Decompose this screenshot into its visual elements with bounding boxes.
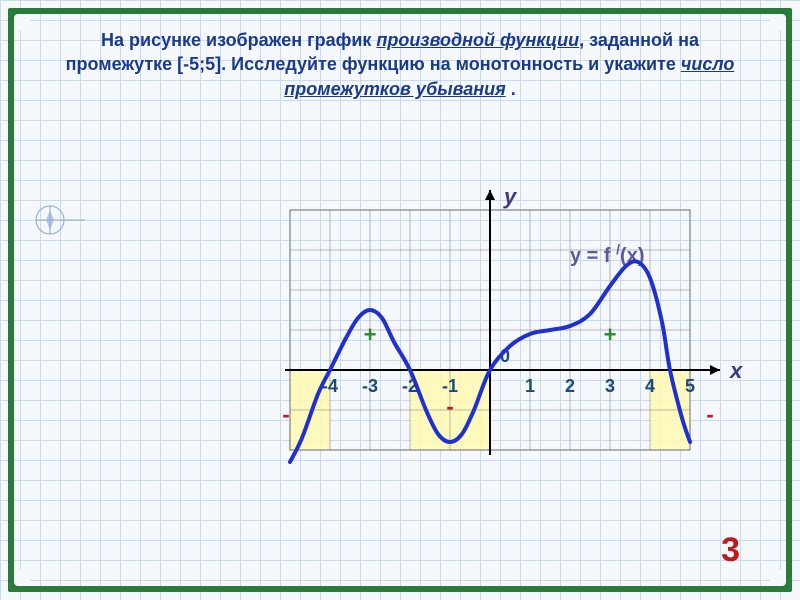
- problem-title: На рисунке изображен график производной …: [60, 28, 740, 101]
- compass-icon: [30, 200, 90, 240]
- svg-text:+: +: [604, 322, 617, 347]
- svg-text:-: -: [282, 402, 289, 427]
- svg-text:2: 2: [565, 376, 575, 396]
- svg-text:4: 4: [645, 376, 655, 396]
- svg-text:3: 3: [605, 376, 615, 396]
- answer-value: 3: [721, 531, 740, 570]
- svg-text:1: 1: [525, 376, 535, 396]
- svg-text:-1: -1: [442, 376, 458, 396]
- derivative-chart: -4-3-2-1123450xyy = f /(x)++---: [270, 170, 750, 490]
- svg-text:y: y: [503, 184, 518, 209]
- svg-text:-: -: [706, 402, 713, 427]
- title-underline1: производной функции: [376, 30, 579, 50]
- svg-text:+: +: [364, 322, 377, 347]
- svg-text:5: 5: [685, 376, 695, 396]
- svg-text:-3: -3: [362, 376, 378, 396]
- title-part1: На рисунке изображен график: [101, 30, 376, 50]
- title-part3: .: [506, 79, 516, 99]
- svg-text:x: x: [729, 358, 743, 383]
- svg-text:-: -: [446, 394, 453, 419]
